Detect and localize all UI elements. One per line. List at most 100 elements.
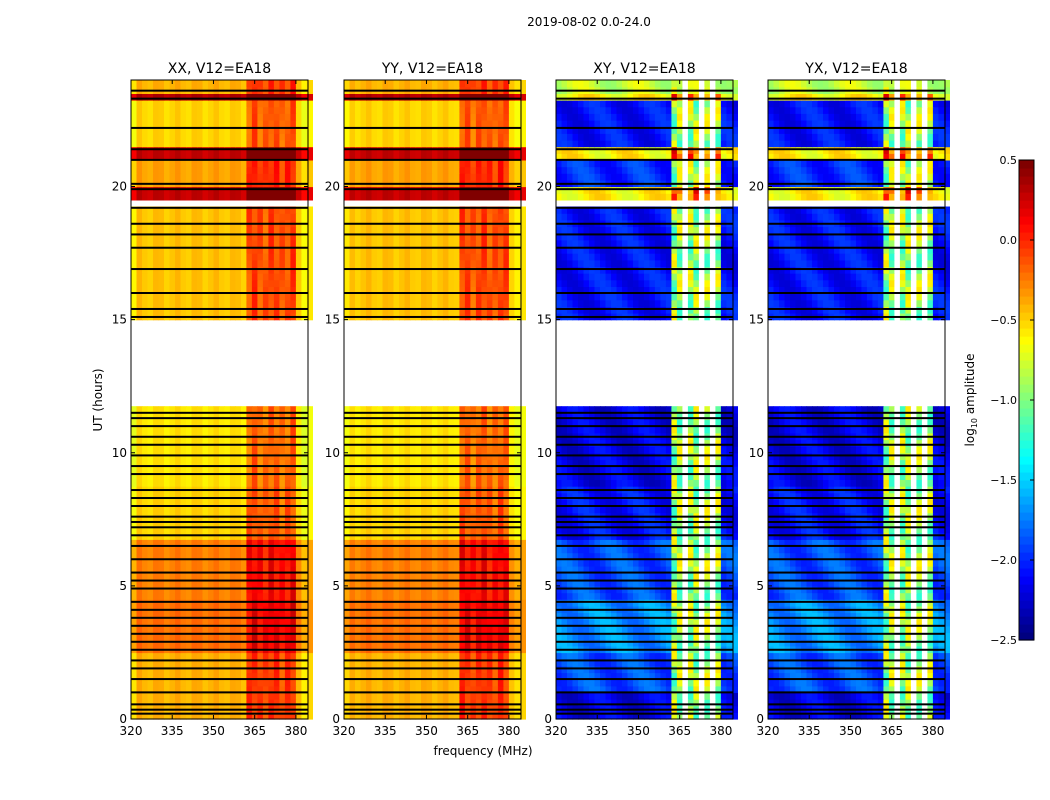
heatmap-cell — [147, 559, 154, 567]
heatmap-cell — [464, 286, 471, 294]
heatmap-cell — [492, 679, 499, 687]
heatmap-cell — [164, 499, 171, 507]
heatmap-cell — [290, 472, 297, 480]
heatmap-cell — [224, 426, 231, 434]
heatmap-cell — [213, 692, 220, 700]
heatmap-cell — [284, 406, 291, 414]
heatmap-cell — [399, 659, 406, 667]
heatmap-cell — [175, 412, 182, 421]
heatmap-cell — [508, 499, 515, 507]
heatmap-cell — [273, 246, 280, 254]
heatmap-cell — [180, 193, 187, 201]
heatmap-cell — [371, 406, 378, 414]
heatmap-cell — [519, 446, 526, 454]
heatmap-cell — [257, 193, 264, 201]
heatmap-cell — [284, 446, 291, 454]
heatmap-cell — [158, 259, 165, 267]
heatmap-cell — [355, 679, 362, 687]
heatmap-cell — [147, 126, 154, 134]
heatmap-cell — [235, 545, 242, 554]
heatmap-cell — [437, 412, 444, 421]
heatmap-cell — [459, 459, 466, 467]
heatmap-cell — [366, 585, 373, 594]
heatmap-cell — [131, 126, 138, 134]
heatmap-cell — [503, 585, 510, 594]
heatmap-cell — [279, 173, 286, 181]
heatmap-cell — [251, 692, 258, 700]
heatmap-cell — [344, 233, 351, 241]
heatmap-cell — [257, 173, 264, 181]
heatmap-cell — [219, 299, 226, 307]
heatmap-cell — [432, 612, 439, 620]
heatmap-cell — [246, 139, 253, 148]
heatmap-cell — [459, 213, 466, 221]
flagged-row — [131, 558, 308, 561]
heatmap-cell — [213, 159, 220, 168]
heatmap-cell — [136, 672, 143, 680]
heatmap-cell — [366, 286, 373, 294]
heatmap-cell — [197, 273, 204, 281]
heatmap-cell — [158, 146, 165, 154]
heatmap-cell — [202, 545, 209, 554]
heatmap-cell — [224, 526, 231, 534]
heatmap-cell — [442, 572, 449, 580]
heatmap-cell — [464, 572, 471, 580]
heatmap-cell — [448, 239, 455, 248]
heatmap-cell — [382, 266, 389, 274]
heatmap-cell — [475, 492, 482, 500]
heatmap-cell — [475, 679, 482, 687]
heatmap-cell — [136, 239, 143, 248]
heatmap-cell — [492, 559, 499, 567]
heatmap-cell — [399, 452, 406, 461]
flagged-row — [131, 465, 308, 468]
heatmap-cell — [229, 459, 236, 467]
heatmap-cell — [268, 619, 275, 627]
heatmap-cell — [240, 239, 247, 248]
heatmap-cell — [453, 499, 460, 507]
heatmap-cell — [142, 545, 149, 554]
heatmap-cell — [404, 539, 411, 547]
heatmap-cell — [202, 712, 209, 720]
heatmap-cell — [349, 579, 356, 587]
heatmap-cell — [290, 625, 297, 634]
heatmap-cell — [229, 659, 236, 667]
heatmap-cell — [382, 552, 389, 560]
heatmap-cell — [191, 253, 198, 261]
heatmap-cell — [235, 119, 242, 128]
heatmap-cell — [366, 685, 373, 693]
heatmap-cell — [136, 106, 143, 114]
heatmap-cell — [240, 100, 247, 108]
heatmap-cell — [235, 286, 242, 294]
heatmap-cell — [164, 206, 171, 214]
heatmap-cell — [508, 472, 515, 480]
heatmap-cell — [229, 712, 236, 720]
heatmap-cell — [153, 193, 160, 201]
heatmap-cell — [251, 93, 258, 101]
heatmap-cell — [229, 153, 236, 161]
heatmap-cell — [295, 419, 302, 427]
heatmap-cell — [235, 412, 242, 421]
heatmap-cell — [197, 253, 204, 261]
heatmap-cell — [268, 193, 275, 201]
heatmap-cell — [371, 419, 378, 427]
heatmap-cell — [295, 526, 302, 534]
heatmap-cell — [191, 552, 198, 560]
heatmap-cell — [382, 193, 389, 201]
heatmap-cell — [175, 472, 182, 480]
heatmap-cell — [486, 253, 493, 261]
heatmap-cell — [448, 632, 455, 640]
heatmap-cell — [355, 466, 362, 474]
heatmap-cell — [147, 233, 154, 241]
heatmap-cell — [371, 246, 378, 254]
heatmap-cell — [208, 552, 215, 560]
heatmap-cell — [175, 526, 182, 534]
heatmap-cell — [355, 213, 362, 221]
heatmap-cell — [142, 466, 149, 474]
heatmap-cell — [360, 539, 367, 547]
heatmap-cell — [229, 100, 236, 108]
heatmap-cell — [153, 133, 160, 141]
heatmap-cell — [344, 293, 351, 301]
heatmap-cell — [279, 545, 286, 554]
heatmap-cell — [410, 419, 417, 427]
heatmap-cell — [371, 665, 378, 674]
